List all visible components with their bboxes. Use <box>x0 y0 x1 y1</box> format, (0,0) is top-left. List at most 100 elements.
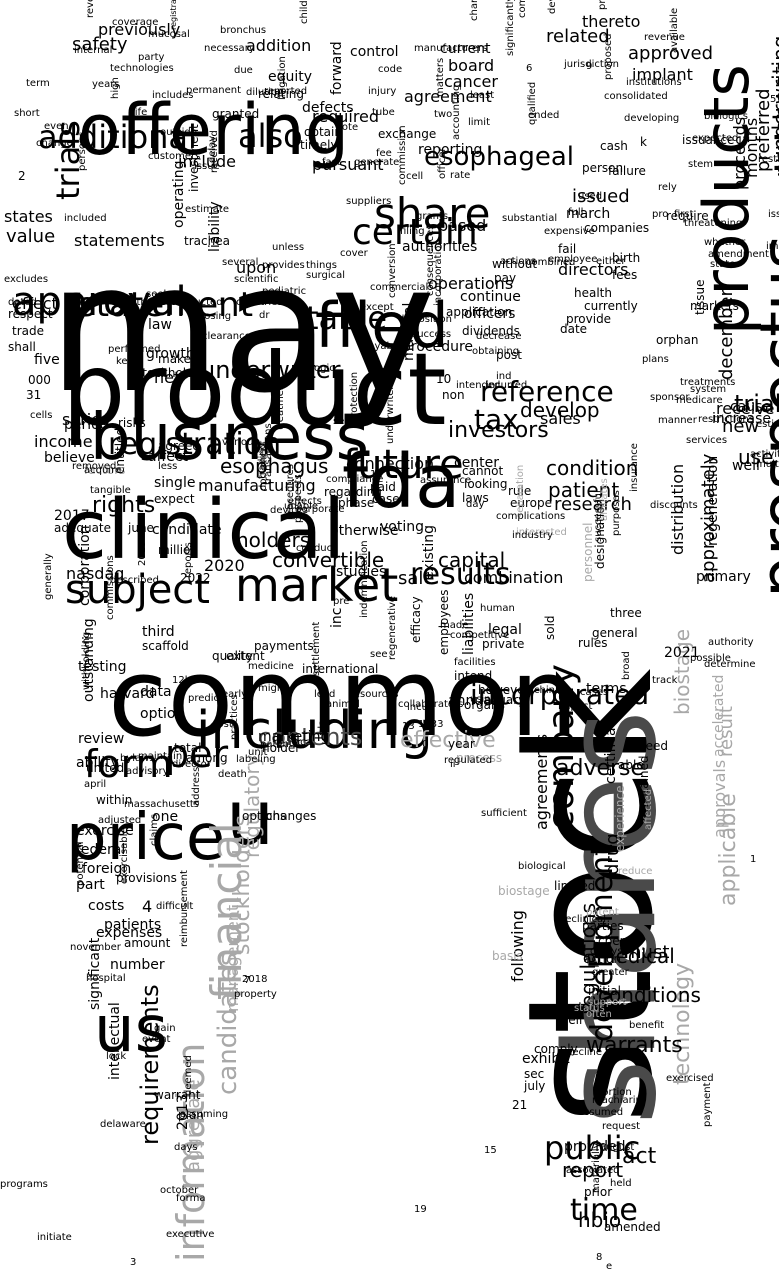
cloud-word: one <box>152 809 179 825</box>
cloud-word: agreed <box>158 439 201 453</box>
cloud-word: internal <box>74 45 113 56</box>
cloud-word: cause <box>730 399 772 415</box>
cloud-word: statement <box>78 285 254 325</box>
cloud-word: u <box>226 773 275 862</box>
cloud-word: sponsor <box>650 392 690 403</box>
cloud-word: single <box>154 475 196 491</box>
cloud-word: existing <box>421 525 437 580</box>
cloud-word: reports <box>183 542 194 578</box>
cloud-word: rate <box>450 170 471 181</box>
cloud-word: substantial <box>502 213 558 224</box>
cloud-word: less <box>158 461 178 472</box>
cloud-word: years <box>92 79 120 90</box>
cloud-word: complications <box>496 511 566 522</box>
cloud-word: plan <box>178 1108 204 1122</box>
cloud-word: offering <box>78 89 350 171</box>
cloud-word: investors <box>448 418 549 443</box>
cloud-word: restrictions <box>698 414 754 425</box>
cloud-word: efficacy <box>409 596 423 643</box>
cloud-word: conducted <box>170 297 223 308</box>
cloud-word: exchange <box>378 127 437 141</box>
cloud-word: labeling <box>236 754 276 765</box>
cloud-word: rights <box>92 493 156 518</box>
cloud-word: separation <box>515 464 526 518</box>
cloud-word: cash <box>600 139 628 153</box>
cloud-word: track <box>652 675 678 686</box>
cloud-word: review <box>78 731 125 747</box>
cloud-word: provided <box>564 1139 626 1155</box>
cloud-word: proposed <box>603 33 614 80</box>
cloud-word: potential <box>75 841 86 886</box>
cloud-word: purposes <box>611 490 622 536</box>
cloud-word: used <box>578 191 603 202</box>
cloud-word: part <box>76 877 105 893</box>
cloud-word: request <box>602 1121 641 1132</box>
cloud-word: costs <box>88 898 125 914</box>
cloud-word: harvard <box>100 686 155 702</box>
cloud-word: issuable <box>768 209 779 220</box>
cloud-word: common <box>108 636 579 761</box>
cloud-word: pursuant <box>312 155 384 174</box>
cloud-word: voting <box>380 519 424 535</box>
cloud-word: adverse <box>556 756 645 781</box>
cloud-word: issuance <box>682 133 735 147</box>
cloud-word: significantly <box>505 0 516 56</box>
cloud-word: third <box>142 624 175 640</box>
cloud-word: current <box>440 41 491 57</box>
cloud-word: product <box>62 331 447 448</box>
cloud-word: accelerated <box>711 674 727 757</box>
cloud-word: commercial <box>370 282 429 293</box>
cloud-word: board <box>448 56 495 75</box>
cloud-word: status <box>574 1003 605 1014</box>
cloud-word: excludes <box>4 274 49 285</box>
cloud-word: includes <box>152 90 194 101</box>
cloud-word: immediately <box>766 241 779 252</box>
cloud-word: least <box>470 90 495 101</box>
cloud-word: unable <box>284 501 319 512</box>
cloud-word: related <box>546 26 610 47</box>
cloud-word: performed <box>108 344 161 355</box>
cloud-word: expenses <box>96 925 163 941</box>
cloud-word: forward <box>329 41 345 95</box>
cloud-word: accounting <box>451 84 462 140</box>
cloud-word: claims <box>149 813 160 846</box>
cloud-word: lead <box>314 689 336 700</box>
cloud-word: may <box>48 225 436 432</box>
cloud-word: exercise <box>76 823 134 839</box>
cloud-word: removed <box>72 461 117 472</box>
cloud-word: countries <box>236 297 283 308</box>
cloud-word: outside <box>160 127 197 138</box>
cloud-word: expected <box>692 133 739 144</box>
cloud-word: patents <box>260 739 299 750</box>
cloud-word: believe <box>44 450 95 466</box>
cloud-word: additional <box>38 118 197 156</box>
cloud-word: incorporation <box>433 239 444 306</box>
cloud-word: organs <box>464 698 505 712</box>
cloud-word: animal <box>326 699 360 710</box>
cloud-word: often <box>586 1009 612 1020</box>
cloud-word: massachusetts <box>124 799 200 810</box>
cloud-word: procedure <box>402 339 474 355</box>
cloud-word: either <box>596 256 626 267</box>
cloud-word: included <box>64 213 107 224</box>
cloud-word: provisions <box>116 871 177 885</box>
cloud-word: year <box>448 737 475 751</box>
cloud-word: human <box>480 603 515 614</box>
cloud-word: however <box>478 683 530 697</box>
cloud-word: due <box>234 65 253 76</box>
cloud-word: industry <box>512 530 553 541</box>
cloud-word: hbio <box>578 1208 622 1232</box>
cloud-word: consolidated <box>604 91 668 102</box>
cloud-word: march <box>566 206 611 222</box>
cloud-word: jurisdiction <box>564 59 619 70</box>
cloud-word: risks <box>118 416 146 430</box>
cloud-word: trade <box>12 324 44 338</box>
cloud-word: persons <box>77 131 88 172</box>
cloud-word: report <box>562 1158 624 1182</box>
cloud-word: net <box>154 368 181 387</box>
cloud-word: matters <box>435 57 446 97</box>
cloud-word: china <box>534 685 562 696</box>
cloud-word: biologics <box>704 111 748 122</box>
cloud-word: use <box>738 445 774 469</box>
cloud-word: initiate <box>37 1232 72 1243</box>
